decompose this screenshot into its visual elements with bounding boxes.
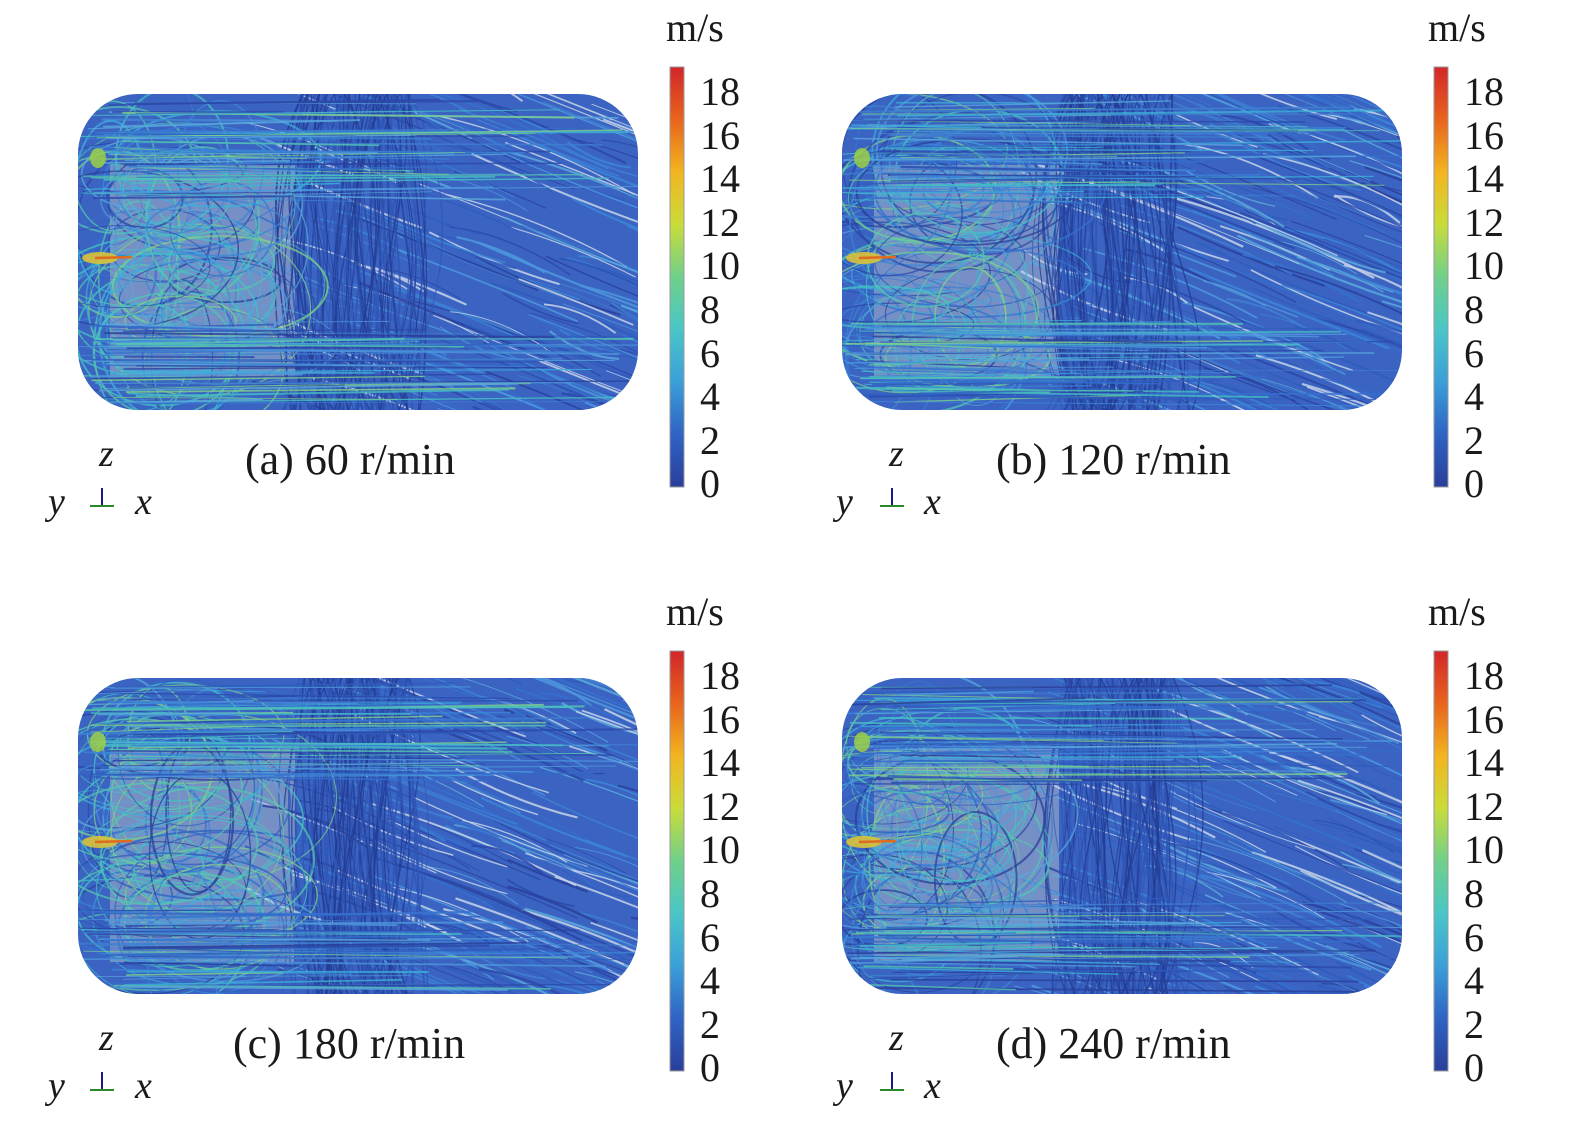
colorbar-unit: m/s: [666, 4, 724, 51]
colorbar-tick-label: 0: [1464, 464, 1484, 504]
axis-label-x: x: [924, 480, 941, 524]
colorbar-tick-label: 2: [700, 421, 720, 461]
colorbar: [668, 650, 688, 1072]
colorbar-tick-label: 6: [700, 918, 720, 958]
colorbar: [1432, 650, 1452, 1072]
colorbar-gradient: [1434, 67, 1448, 487]
colorbar-unit: m/s: [1428, 588, 1486, 635]
colorbar-tick-label: 12: [1464, 787, 1504, 827]
axis-label-z: z: [889, 432, 904, 476]
colorbar-tick-label: 10: [1464, 246, 1504, 286]
colorbar-tick-label: 16: [1464, 116, 1504, 156]
colorbar-tick-label: 6: [1464, 918, 1484, 958]
axis-label-x: x: [135, 480, 152, 524]
colorbar-unit: m/s: [666, 588, 724, 635]
colorbar-tick-label: 2: [1464, 1005, 1484, 1045]
colorbar-tick-label: 14: [1464, 743, 1504, 783]
axis-label-y: y: [836, 1064, 853, 1108]
colorbar-tick-label: 0: [1464, 1048, 1484, 1088]
colorbar-tick-label: 6: [1464, 334, 1484, 374]
colorbar-tick-label: 0: [700, 1048, 720, 1088]
colorbar-gradient: [1434, 651, 1448, 1071]
colorbar-tick-label: 2: [700, 1005, 720, 1045]
colorbar-tick-label: 18: [700, 656, 740, 696]
colorbar-tick-label: 12: [700, 787, 740, 827]
axis-label-y: y: [836, 480, 853, 524]
axis-triad-icon: [86, 484, 118, 514]
colorbar-tick-label: 14: [1464, 159, 1504, 199]
axis-label-z: z: [889, 1016, 904, 1060]
colorbar-tick-label: 16: [700, 116, 740, 156]
axis-label-z: z: [99, 1016, 114, 1060]
colorbar-tick-label: 10: [1464, 830, 1504, 870]
axis-triad-icon: [876, 484, 908, 514]
colorbar: [1432, 66, 1452, 488]
colorbar-tick-label: 8: [700, 290, 720, 330]
colorbar-tick-label: 18: [1464, 72, 1504, 112]
axis-triad-icon: [876, 1068, 908, 1098]
colorbar-tick-label: 8: [1464, 290, 1484, 330]
colorbar-gradient: [670, 651, 684, 1071]
colorbar-tick-label: 12: [700, 203, 740, 243]
colorbar-tick-label: 14: [700, 159, 740, 199]
panel-caption: (d) 240 r/min: [996, 1018, 1231, 1069]
colorbar-tick-label: 4: [700, 377, 720, 417]
axis-label-x: x: [135, 1064, 152, 1108]
axis-triad-icon: [86, 1068, 118, 1098]
colorbar-tick-label: 6: [700, 334, 720, 374]
colorbar-tick-label: 18: [700, 72, 740, 112]
colorbar-tick-label: 4: [1464, 377, 1484, 417]
colorbar: [668, 66, 688, 488]
colorbar-tick-label: 8: [700, 874, 720, 914]
colorbar-tick-label: 0: [700, 464, 720, 504]
axis-label-x: x: [924, 1064, 941, 1108]
colorbar-tick-label: 12: [1464, 203, 1504, 243]
axis-label-y: y: [48, 1064, 65, 1108]
colorbar-gradient: [670, 67, 684, 487]
panel-caption: (c) 180 r/min: [233, 1018, 465, 1069]
panel-caption: (b) 120 r/min: [996, 434, 1231, 485]
colorbar-tick-label: 2: [1464, 421, 1484, 461]
colorbar-tick-label: 18: [1464, 656, 1504, 696]
colorbar-tick-label: 4: [700, 961, 720, 1001]
colorbar-tick-label: 14: [700, 743, 740, 783]
axis-label-z: z: [99, 432, 114, 476]
colorbar-tick-label: 4: [1464, 961, 1484, 1001]
colorbar-tick-label: 8: [1464, 874, 1484, 914]
axis-label-y: y: [48, 480, 65, 524]
colorbar-tick-label: 10: [700, 246, 740, 286]
colorbar-tick-label: 16: [700, 700, 740, 740]
colorbar-tick-label: 16: [1464, 700, 1504, 740]
colorbar-tick-label: 10: [700, 830, 740, 870]
colorbar-unit: m/s: [1428, 4, 1486, 51]
panel-caption: (a) 60 r/min: [245, 434, 455, 485]
